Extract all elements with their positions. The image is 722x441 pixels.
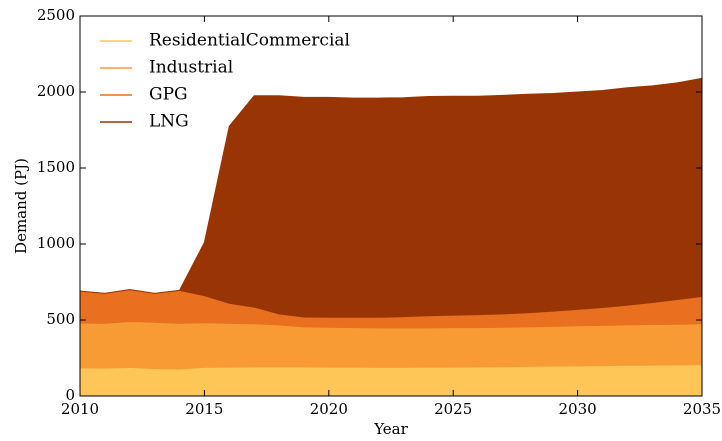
y-tick-label: 2500 [37, 6, 75, 24]
x-tick-label: 2020 [310, 400, 348, 418]
plot-frame [79, 15, 703, 397]
legend-label: ResidentialCommercial [149, 31, 350, 51]
legend-label: LNG [149, 112, 189, 132]
y-tick-label: 500 [46, 310, 75, 328]
x-tick-label: 2010 [61, 400, 99, 418]
y-tick-label: 2000 [37, 82, 75, 100]
legend-label: GPG [149, 85, 188, 105]
y-axis-label: Demand (PJ) [12, 158, 30, 254]
legend-label: Industrial [149, 58, 233, 78]
x-tick-label: 2035 [683, 400, 721, 418]
x-axis-label: Year [373, 420, 408, 438]
y-tick-label: 1500 [37, 158, 75, 176]
area [79, 321, 703, 370]
y-tick-label: 1000 [37, 234, 75, 252]
x-tick-label: 2025 [434, 400, 472, 418]
y-tick-label: 0 [65, 386, 75, 404]
x-tick-label: 2015 [185, 400, 223, 418]
x-tick-label: 2030 [559, 400, 597, 418]
